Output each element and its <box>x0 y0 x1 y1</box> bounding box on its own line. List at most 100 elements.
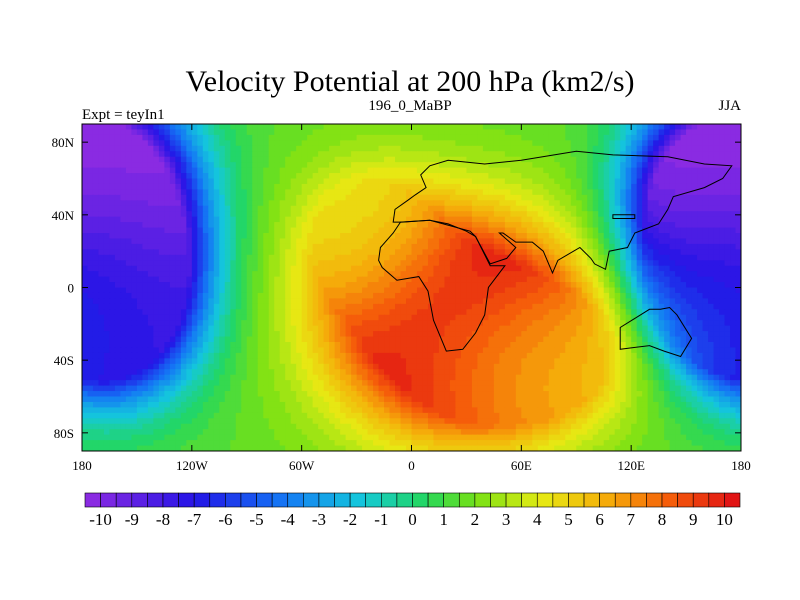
field-cell <box>142 331 149 338</box>
field-cell <box>488 298 495 305</box>
field-cell <box>224 260 231 267</box>
field-cell <box>708 303 715 310</box>
field-cell <box>235 162 242 169</box>
field-cell <box>191 189 198 196</box>
field-cell <box>274 249 281 256</box>
field-cell <box>504 342 511 349</box>
field-cell <box>351 265 358 272</box>
field-cell <box>708 298 715 305</box>
field-cell <box>719 151 726 158</box>
field-cell <box>702 287 709 294</box>
field-cell <box>449 162 457 169</box>
field-cell <box>219 303 226 310</box>
field-cell <box>389 222 396 229</box>
field-cell <box>230 276 237 283</box>
field-cell <box>702 271 709 278</box>
field-cell <box>142 216 149 223</box>
field-cell <box>312 233 319 240</box>
field-cell <box>477 309 484 316</box>
field-cell <box>499 276 506 283</box>
field-cell <box>686 249 693 256</box>
field-cell <box>653 282 660 289</box>
field-cell <box>307 309 314 316</box>
field-cell <box>329 189 336 196</box>
field-cell <box>290 331 297 338</box>
field-cell <box>548 227 555 234</box>
field-cell <box>103 298 111 305</box>
field-cell <box>609 227 616 234</box>
field-cell <box>554 292 561 299</box>
field-cell <box>213 233 220 240</box>
field-cell <box>296 200 303 207</box>
field-cell <box>620 331 627 338</box>
field-cell <box>493 314 500 321</box>
field-cell <box>312 298 319 305</box>
field-cell <box>268 124 275 131</box>
field-cell <box>587 309 594 316</box>
field-cell <box>416 211 424 218</box>
field-cell <box>680 178 687 185</box>
field-cell <box>307 124 314 131</box>
field-cell <box>554 194 561 201</box>
field-cell <box>213 336 220 343</box>
field-cell <box>609 271 616 278</box>
field-cell <box>279 336 286 343</box>
field-cell <box>570 243 577 250</box>
field-cell <box>554 189 561 196</box>
field-cell <box>570 249 577 256</box>
field-cell <box>334 260 341 267</box>
field-cell <box>724 265 731 272</box>
field-cell <box>631 243 638 250</box>
field-cell <box>581 222 588 229</box>
field-cell <box>103 249 111 256</box>
field-cell <box>180 260 187 267</box>
field-cell <box>427 211 435 218</box>
field-cell <box>543 342 550 349</box>
field-cell <box>334 129 341 136</box>
field-cell <box>416 233 424 240</box>
field-cell <box>213 254 220 261</box>
field-cell <box>614 243 621 250</box>
field-cell <box>504 162 511 169</box>
field-cell <box>208 271 215 278</box>
field-cell <box>241 303 248 310</box>
field-cell <box>257 282 264 289</box>
field-cell <box>158 140 165 147</box>
field-cell <box>274 134 281 141</box>
field-cell <box>290 194 297 201</box>
field-cell <box>631 303 638 310</box>
field-cell <box>131 205 138 212</box>
field-cell <box>581 298 588 305</box>
field-cell <box>279 227 286 234</box>
field-cell <box>175 140 182 147</box>
field-cell <box>449 260 457 267</box>
field-cell <box>191 211 198 218</box>
field-cell <box>581 265 588 272</box>
field-cell <box>576 336 583 343</box>
field-cell <box>378 320 385 327</box>
field-cell <box>691 238 698 245</box>
field-cell <box>427 298 435 305</box>
field-cell <box>356 314 363 321</box>
field-cell <box>642 271 649 278</box>
field-cell <box>351 205 358 212</box>
field-cell <box>241 254 248 261</box>
field-cell <box>460 167 468 174</box>
field-cell <box>658 162 665 169</box>
field-cell <box>268 151 275 158</box>
field-cell <box>686 254 693 261</box>
field-cell <box>153 124 160 131</box>
field-cell <box>466 233 473 240</box>
field-cell <box>647 336 654 343</box>
field-cell <box>406 260 413 267</box>
field-cell <box>713 167 720 174</box>
field-cell <box>279 194 286 201</box>
field-cell <box>334 325 341 332</box>
field-cell <box>351 292 358 299</box>
field-cell <box>438 156 446 163</box>
field-cell <box>471 151 478 158</box>
field-cell <box>230 309 237 316</box>
field-cell <box>642 222 649 229</box>
field-cell <box>664 325 671 332</box>
field-cell <box>636 342 643 349</box>
